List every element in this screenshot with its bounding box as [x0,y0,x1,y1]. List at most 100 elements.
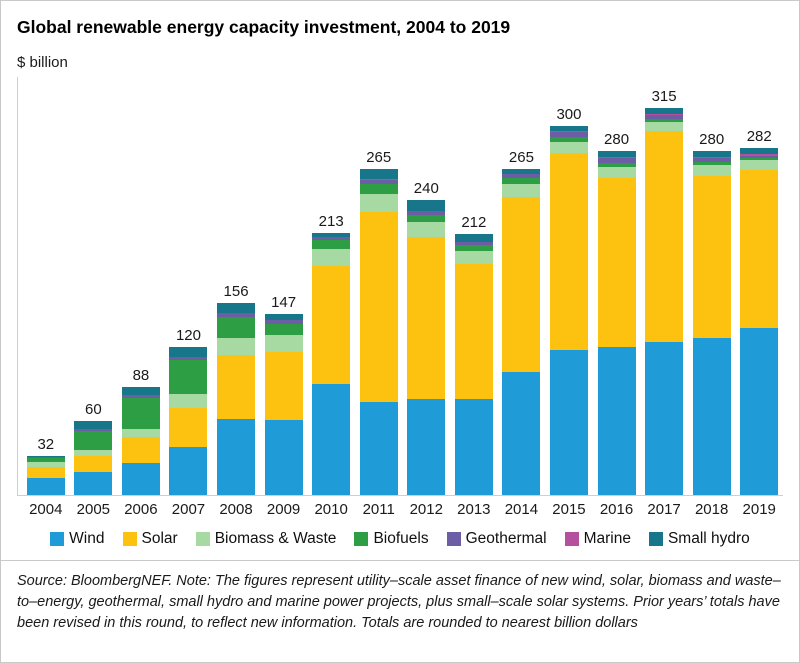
bar-segment-biomass-waste [645,122,684,131]
bar-column-2014: 265 [498,150,546,495]
x-axis-label-2014: 2014 [504,501,539,518]
bar-segment-geothermal [502,174,541,178]
bar-segment-small-hydro [407,199,446,211]
bar-segment-biomass-waste [26,461,65,467]
bar-segment-biomass-waste [597,166,636,178]
bar-segment-small-hydro [359,169,398,179]
bar-segment-geothermal [121,395,160,398]
legend-label: Biofuels [373,530,429,547]
bar-segment-wind [264,419,303,495]
bar-stack-2014 [502,169,541,495]
bar-stack-2010 [312,233,351,495]
bar-segment-geothermal [312,236,351,241]
legend-item-marine: Marine [564,530,631,548]
bar-column-2007: 120 [165,328,213,495]
bar-segment-biofuels [169,359,208,395]
x-axis-label-2015: 2015 [552,501,586,518]
bar-column-2013: 212 [450,215,498,495]
bar-segment-geothermal [549,132,588,138]
bar-segment-solar [264,352,303,420]
bar-total-label: 315 [651,87,677,105]
bar-total-label: 282 [746,128,772,146]
bar-segment-geothermal [692,158,731,162]
bar-segment-wind [692,337,731,495]
bar-segment-wind [549,349,588,495]
source-note: Source: BloombergNEF. Note: The figures … [1,560,799,642]
x-axis-label-2004: 2004 [29,501,63,518]
bar-stack-2004 [26,455,65,495]
bar-segment-small-hydro [549,126,588,131]
bar-segment-solar [121,437,160,464]
bar-segment-wind [74,471,113,495]
bar-segment-geothermal [740,155,779,159]
bar-segment-biomass-waste [740,160,779,171]
bar-segment-small-hydro [217,303,256,313]
bar-column-2010: 213 [307,214,355,495]
bar-segment-geothermal [597,158,636,163]
bar-segment-biofuels [597,162,636,167]
bar-segment-geothermal [264,320,303,325]
bar-column-2005: 60 [70,402,118,495]
bar-segment-wind [359,401,398,495]
bar-segment-small-hydro [26,455,65,457]
bar-column-2019: 282 [735,129,783,495]
bar-segment-geothermal [645,114,684,119]
x-axis-label-2019: 2019 [742,501,776,518]
bar-total-label: 213 [318,213,344,231]
bar-segment-biomass-waste [74,449,113,456]
bar-stack-2006 [121,386,160,495]
bar-segment-biofuels [549,137,588,143]
x-axis-label-2017: 2017 [647,501,681,518]
bar-segment-solar [26,466,65,478]
bar-segment-wind [407,399,446,495]
bar-stack-2008 [217,303,256,495]
bar-total-label: 120 [175,327,201,345]
bar-segment-biofuels [217,316,256,338]
bar-stack-2015 [549,126,588,495]
bar-total-label: 32 [37,435,55,453]
bar-segment-small-hydro [74,421,113,429]
bar-segment-biofuels [74,431,113,450]
bar-stack-2016 [597,150,636,495]
bar-stack-2009 [264,314,303,495]
bar-segment-wind [169,447,208,495]
bar-segment-solar [692,176,731,338]
bar-stack-2012 [407,199,446,495]
legend-swatch-biomass-waste [195,532,210,546]
bar-column-2011: 265 [355,150,403,495]
y-axis-unit-label: $ billion [17,54,68,71]
legend-swatch-small-hydro [648,532,663,546]
bar-segment-wind [645,342,684,495]
bar-segment-biofuels [121,397,160,429]
bar-segment-geothermal [407,210,446,215]
bar-segment-biomass-waste [502,183,541,198]
bar-segment-geothermal [217,312,256,317]
bar-segment-solar [549,153,588,350]
bar-stack-2011 [359,169,398,495]
legend-label: Biomass & Waste [214,530,337,547]
bar-total-label: 156 [223,283,249,301]
legend-item-biofuels: Biofuels [354,530,429,548]
bar-column-2009: 147 [260,295,308,495]
bar-total-label: 88 [132,366,150,384]
bar-stack-2018 [692,150,731,495]
bar-stack-2013 [454,234,493,495]
bar-segment-biofuels [502,177,541,184]
bar-total-label: 265 [366,149,392,167]
bar-segment-biofuels [264,324,303,336]
legend-label: Solar [141,530,178,547]
bar-segment-biofuels [692,161,731,166]
legend-swatch-marine [564,532,579,546]
bar-stack-2007 [169,347,208,495]
legend-swatch-solar [122,532,137,546]
legend-item-wind: Wind [50,530,105,548]
bar-segment-wind [597,347,636,495]
bar-segment-biomass-waste [169,394,208,408]
x-axis-label-2011: 2011 [362,501,395,518]
bar-segment-solar [502,197,541,372]
bar-stack-2019 [740,148,779,495]
bar-segment-small-hydro [454,234,493,242]
x-axis-label-2009: 2009 [266,501,301,518]
bar-segment-biomass-waste [217,337,256,355]
legend-swatch-biofuels [354,532,369,546]
